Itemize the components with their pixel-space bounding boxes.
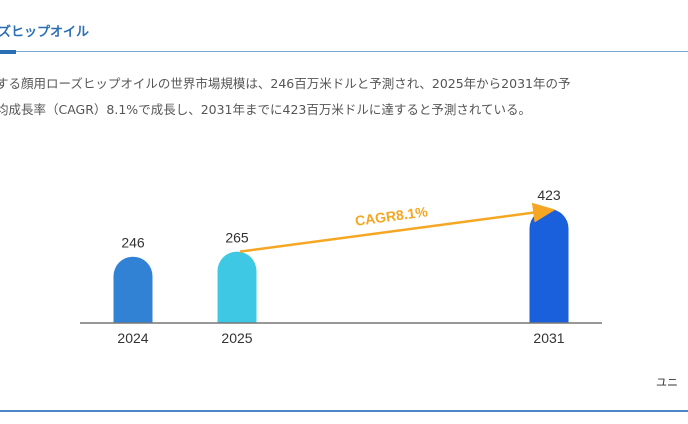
cagr-arrow	[239, 202, 556, 253]
description-line-1: する顔用ローズヒップオイルの世界市場規模は、246百万米ドルと予測され、2025…	[0, 76, 571, 91]
value-label-2024: 246	[121, 235, 145, 251]
category-label-2031: 2031	[533, 330, 564, 346]
title-divider	[0, 51, 688, 52]
value-label-2031: 423	[537, 187, 561, 203]
bar-2031	[529, 209, 569, 323]
category-label-2025: 2025	[221, 330, 252, 346]
bar-2024	[113, 256, 153, 323]
category-label-2024: 2024	[117, 330, 148, 346]
value-label-2025: 265	[225, 230, 249, 246]
section-title: ズヒップオイル	[0, 25, 90, 40]
bar-2025	[217, 251, 257, 323]
title-accent	[0, 50, 16, 54]
unit-label: ユニ	[656, 376, 678, 389]
cagr-label: CAGR8.1%	[354, 203, 429, 229]
bottom-divider	[0, 410, 688, 412]
description-line-2: 均成長率（CAGR）8.1%で成長し、2031年までに423百万米ドルに達すると…	[0, 102, 531, 117]
